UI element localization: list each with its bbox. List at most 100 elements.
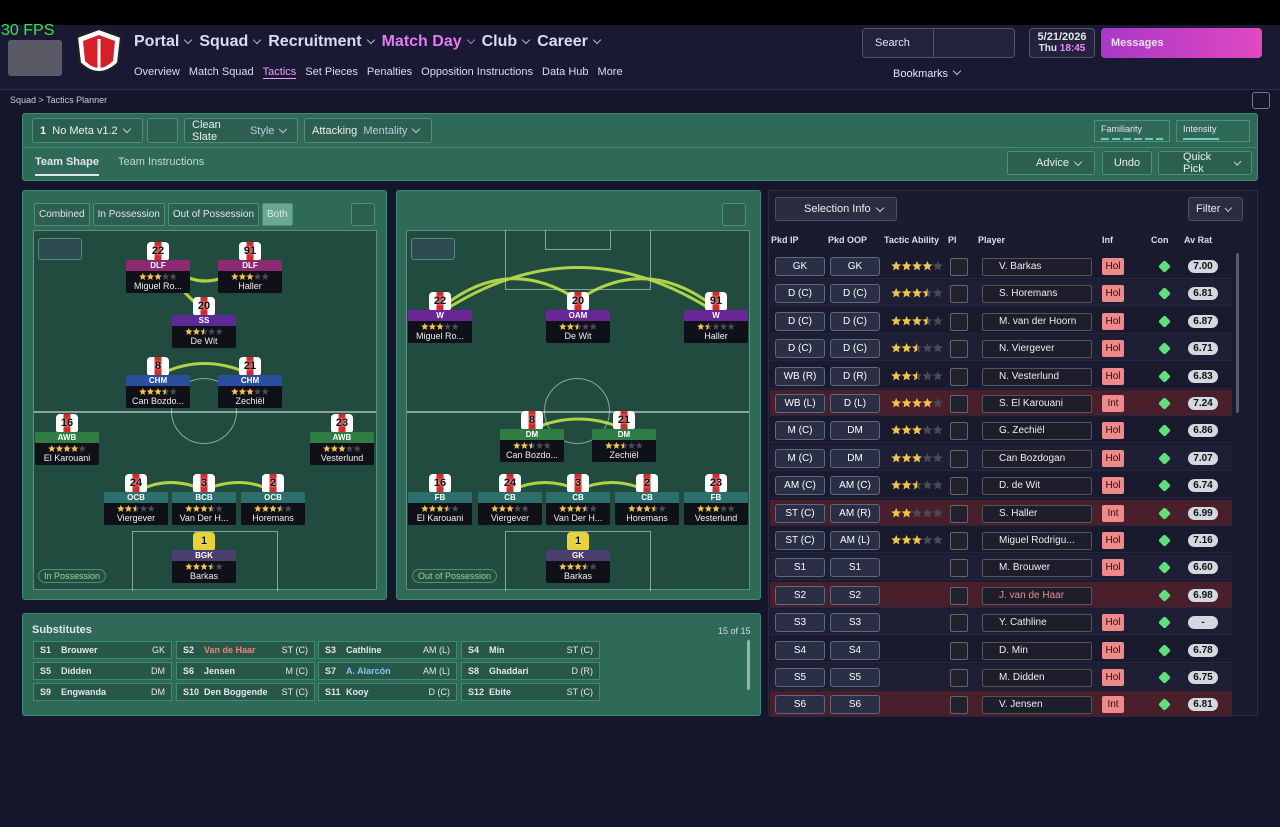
table-row[interactable]: S5 S5 M. Didden Hol 6.75 <box>770 664 1232 690</box>
player-icon[interactable] <box>950 532 968 550</box>
close-button[interactable] <box>1252 92 1270 109</box>
view-toggle[interactable] <box>411 238 455 260</box>
substitute[interactable]: S6 Jensen M (C) <box>176 662 315 680</box>
substitute[interactable]: S7 A. Alarcón AM (L) <box>318 662 457 680</box>
player-icon[interactable] <box>950 696 968 715</box>
nav-item[interactable]: Recruitment <box>268 33 377 51</box>
table-row[interactable]: AM (C) AM (C) D. de Wit Hol 6.74 <box>770 472 1232 499</box>
player-card[interactable]: 91 DLF Haller <box>218 242 282 293</box>
player-icon[interactable] <box>950 641 968 660</box>
player-card[interactable]: 23 FB Vesterlund <box>684 474 748 525</box>
table-row[interactable]: S2 S2 J. van de Haar 6.98 <box>770 581 1232 608</box>
table-row[interactable]: S6 S6 V. Jensen Int 6.81 <box>770 691 1232 718</box>
subnav-item[interactable]: Penalties <box>366 66 413 78</box>
player-card[interactable]: 22 W Miguel Ro... <box>408 292 472 343</box>
player-icon[interactable] <box>950 504 968 523</box>
player-select[interactable]: S. Haller <box>982 504 1092 523</box>
player-card[interactable]: 20 OAM De Wit <box>546 292 610 343</box>
substitute[interactable]: S2 Van de Haar ST (C) <box>176 641 315 659</box>
player-card[interactable]: 16 FB El Karouani <box>408 474 472 525</box>
player-card[interactable]: 24 CB Viergever <box>478 474 542 525</box>
player-select[interactable]: Miguel Rodrigu... <box>982 532 1092 550</box>
crumb[interactable]: Squad <box>10 95 37 105</box>
pitch-options[interactable] <box>351 203 375 226</box>
player-select[interactable]: N. Viergever <box>982 340 1092 359</box>
table-row[interactable]: M (C) DM Can Bozdogan Hol 7.07 <box>770 444 1232 471</box>
player-icon[interactable] <box>950 559 968 578</box>
player-card[interactable]: 2 OCB Horemans <box>241 474 305 525</box>
player-select[interactable]: M. Didden <box>982 669 1092 687</box>
table-row[interactable]: S1 S1 M. Brouwer Hol 6.60 <box>770 554 1232 581</box>
date-box[interactable]: 5/21/2026 Thu 18:45 <box>1029 28 1095 58</box>
player-select[interactable]: S. Horemans <box>982 285 1092 304</box>
table-row[interactable]: D (C) D (C) S. Horemans Hol 6.81 <box>770 280 1232 307</box>
player-select[interactable]: Can Bozdogan <box>982 449 1092 468</box>
player-card[interactable]: 21 CHM Zechiël <box>218 357 282 408</box>
player-card[interactable]: 3 BCB Van Der H... <box>172 474 236 525</box>
player-icon[interactable] <box>950 614 968 633</box>
substitute[interactable]: S1 Brouwer GK <box>33 641 172 659</box>
subnav-item[interactable]: Data Hub <box>542 66 589 78</box>
substitute[interactable]: S5 Didden DM <box>33 662 172 680</box>
substitute[interactable]: S12 Ebite ST (C) <box>461 683 600 701</box>
player-select[interactable]: D. Min <box>982 641 1092 660</box>
nav-item[interactable]: Squad <box>199 33 264 51</box>
substitute[interactable]: S11 Kooy D (C) <box>318 683 457 701</box>
selection-info-select[interactable]: Selection Info <box>775 197 897 221</box>
player-icon[interactable] <box>950 669 968 687</box>
substitute[interactable]: S4 Min ST (C) <box>461 641 600 659</box>
subnav-item[interactable]: More <box>597 66 623 78</box>
table-row[interactable]: ST (C) AM (L) Miguel Rodrigu... Hol 7.16 <box>770 527 1232 553</box>
player-card[interactable]: 23 AWB Vesterlund <box>310 414 374 465</box>
player-card[interactable]: 1 GK Barkas <box>546 532 610 583</box>
player-card[interactable]: 22 DLF Miguel Ro... <box>126 242 190 293</box>
player-card[interactable]: 16 AWB El Karouani <box>35 414 99 465</box>
table-row[interactable]: S3 S3 Y. Cathline Hol - <box>770 609 1232 636</box>
style-select[interactable]: Clean Slate Style <box>184 118 298 143</box>
player-icon[interactable] <box>950 340 968 359</box>
nav-item[interactable]: Portal <box>134 33 195 51</box>
player-card[interactable]: 1 BGK Barkas <box>172 532 236 583</box>
view-toggle[interactable] <box>38 238 82 260</box>
subnav-item[interactable]: Opposition Instructions <box>421 66 534 78</box>
add-tactic[interactable] <box>147 118 178 143</box>
player-select[interactable]: J. van de Haar <box>982 586 1092 605</box>
player-card[interactable]: 20 SS De Wit <box>172 297 236 348</box>
table-row[interactable]: WB (L) D (L) S. El Karouani Int 7.24 <box>770 390 1232 416</box>
player-icon[interactable] <box>950 258 968 276</box>
player-select[interactable]: M. Brouwer <box>982 559 1092 578</box>
player-card[interactable]: 8 CHM Can Bozdo... <box>126 357 190 408</box>
substitute[interactable]: S8 Ghaddari D (R) <box>461 662 600 680</box>
table-row[interactable]: ST (C) AM (R) S. Haller Int 6.99 <box>770 499 1232 526</box>
player-icon[interactable] <box>950 422 968 441</box>
player-card[interactable]: 21 DM Zechiël <box>592 411 656 462</box>
player-card[interactable]: 3 CB Van Der H... <box>546 474 610 525</box>
player-icon[interactable] <box>950 395 968 413</box>
search-button[interactable]: Search <box>875 37 910 49</box>
player-select[interactable]: S. El Karouani <box>982 395 1092 413</box>
player-card[interactable]: 2 CB Horemans <box>615 474 679 525</box>
player-select[interactable]: M. van der Hoorn <box>982 312 1092 331</box>
tactic-select[interactable]: 1 No Meta v1.2 <box>32 118 143 143</box>
nav-item[interactable]: Club <box>482 33 534 51</box>
player-select[interactable]: Y. Cathline <box>982 614 1092 633</box>
nav-item[interactable]: Career <box>537 33 604 51</box>
player-card[interactable]: 91 W Haller <box>684 292 748 343</box>
player-icon[interactable] <box>950 312 968 331</box>
subnav-item[interactable]: Match Squad <box>188 66 254 78</box>
table-row[interactable]: GK GK V. Barkas Hol 7.00 <box>770 253 1232 279</box>
mode-button[interactable]: Combined <box>34 203 90 226</box>
substitute[interactable]: S3 Cathline AM (L) <box>318 641 457 659</box>
player-icon[interactable] <box>950 449 968 468</box>
advice-button[interactable]: Advice <box>1007 151 1095 175</box>
table-row[interactable]: D (C) D (C) M. van der Hoorn Hol 6.87 <box>770 307 1232 334</box>
nav-item[interactable]: Match Day <box>382 33 478 51</box>
player-select[interactable]: V. Barkas <box>982 258 1092 276</box>
player-icon[interactable] <box>950 285 968 304</box>
mode-button[interactable]: Out of Possession <box>167 203 260 226</box>
table-row[interactable]: M (C) DM G. Zechiël Hol 6.86 <box>770 417 1232 444</box>
undo-button[interactable]: Undo <box>1102 151 1152 175</box>
bookmarks[interactable]: Bookmarks <box>893 66 964 80</box>
player-select[interactable]: N. Vesterlund <box>982 367 1092 386</box>
mode-button[interactable]: Both <box>262 203 293 226</box>
